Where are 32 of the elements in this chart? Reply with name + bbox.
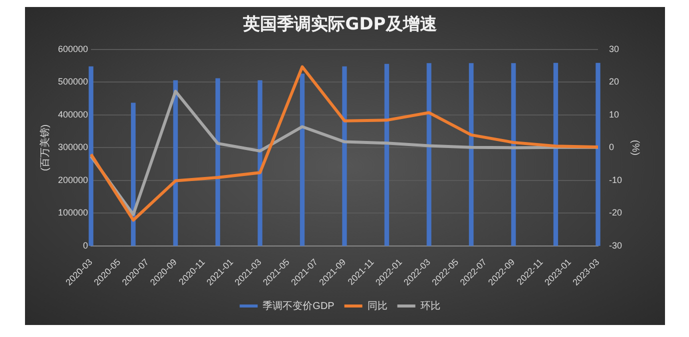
y-tick-label: 600000: [58, 44, 88, 54]
bar: [553, 62, 558, 246]
y-tick-label: 500000: [58, 76, 88, 87]
y2-tick-label: 30: [608, 44, 620, 54]
bar: [173, 80, 178, 246]
bar: [468, 63, 474, 246]
bar: [384, 64, 390, 246]
bar: [511, 63, 516, 246]
y-tick-label: 200000: [58, 174, 88, 185]
bar: [426, 63, 432, 246]
y-tick-label: 100000: [58, 208, 88, 218]
legend-label: 同比: [367, 300, 388, 312]
y-tick-label: 300000: [58, 142, 88, 152]
y2-tick-label: -20: [608, 208, 622, 218]
bar: [88, 66, 94, 246]
chart-title: 英国季调实际GDP及增速: [242, 14, 437, 35]
legend-label: 季调不变价GDP: [262, 300, 335, 312]
y2-tick-label: 20: [608, 76, 620, 87]
bar: [342, 66, 347, 246]
legend-label: 环比: [420, 300, 440, 312]
y2-tick-label: 10: [608, 109, 620, 120]
bar: [258, 80, 262, 246]
bar: [300, 74, 305, 246]
y2-tick-label: -10: [608, 174, 622, 185]
bar: [596, 62, 600, 246]
y-axis-title: (百万美镑): [38, 124, 51, 172]
y2-tick-label: 0: [608, 142, 614, 152]
y-tick-label: 0: [83, 240, 88, 250]
y-tick-label: 400000: [58, 109, 88, 120]
bar: [215, 78, 220, 246]
y2-tick-label: -30: [608, 240, 622, 250]
y2-axis-title: (%): [629, 140, 640, 156]
